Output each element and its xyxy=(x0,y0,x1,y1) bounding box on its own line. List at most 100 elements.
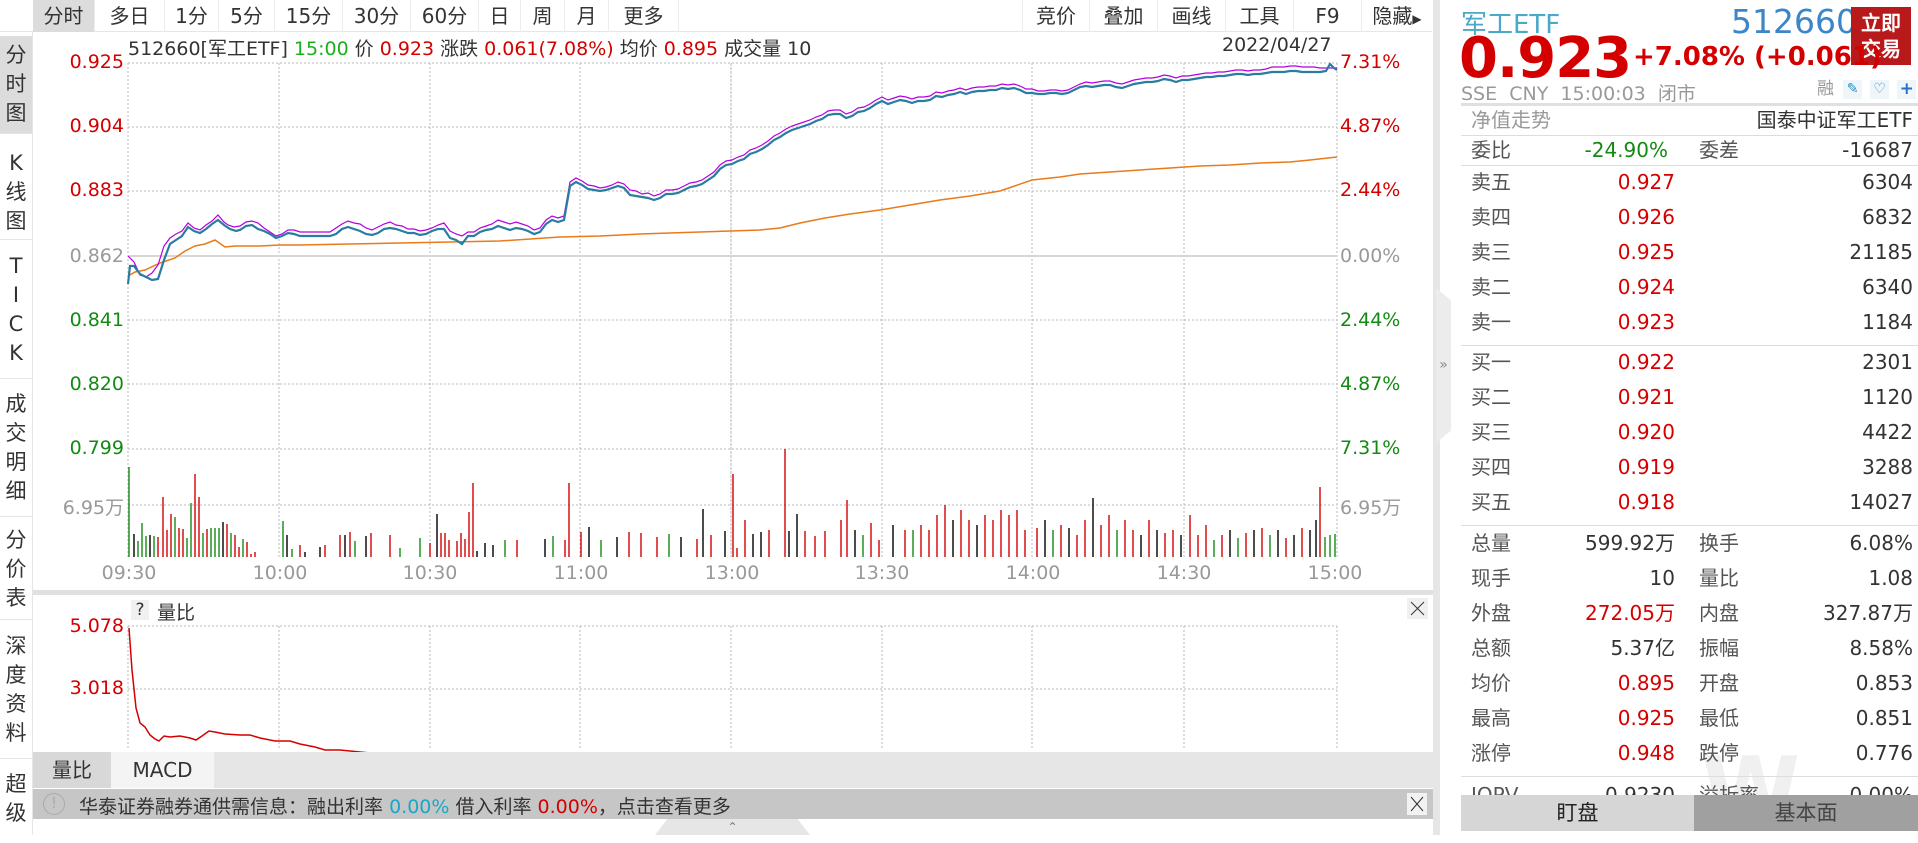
bid-row[interactable]: 买四 0.919 3288 xyxy=(1461,452,1913,482)
tab-macd[interactable]: MACD xyxy=(111,752,214,788)
close-infobar-button[interactable] xyxy=(1407,793,1427,815)
sidebar-item-trade-details[interactable]: 成 交 明 细 xyxy=(0,382,32,517)
change-value: 0.061(7.08%) xyxy=(484,38,614,60)
market-status: 闭市 xyxy=(1657,83,1696,105)
bid-price: 0.921 xyxy=(1617,385,1675,409)
ask-price: 0.926 xyxy=(1617,205,1675,229)
ask-volume: 21185 xyxy=(1849,240,1913,264)
tab-volume-ratio[interactable]: 量比 xyxy=(33,752,111,788)
stat-label: 开盘 xyxy=(1699,671,1739,695)
draw-line-button[interactable]: 画线 xyxy=(1158,0,1226,32)
security-name: 军工ETF xyxy=(1461,10,1561,40)
x-tick: 13:00 xyxy=(704,562,760,584)
borrow-rate: 0.00% xyxy=(537,796,598,818)
panel-splitter[interactable] xyxy=(33,590,1433,595)
tab-week[interactable]: 周 xyxy=(521,0,565,32)
margin-icon[interactable]: 融 xyxy=(1817,79,1834,99)
f9-button[interactable]: F9 xyxy=(1294,0,1362,32)
x-tick: 13:30 xyxy=(854,562,910,584)
market-meta: SSE CNY 15:00:03 闭市 xyxy=(1461,79,1696,106)
close-indicator-button[interactable] xyxy=(1407,598,1428,619)
stat-row: 最高 0.925 最低 0.851 xyxy=(1461,703,1913,733)
hide-button[interactable]: 隐藏▶ xyxy=(1362,0,1432,32)
collapse-right-panel-button[interactable]: » xyxy=(1436,288,1451,443)
bid-row[interactable]: 买三 0.920 4422 xyxy=(1461,417,1913,447)
tools-button[interactable]: 工具 xyxy=(1226,0,1294,32)
stat-value: 8.58% xyxy=(1849,636,1913,660)
bid-row[interactable]: 买一 0.922 2301 xyxy=(1461,347,1913,377)
bid-label: 买五 xyxy=(1471,490,1511,514)
info-mid: 借入利率 xyxy=(455,796,532,818)
quote-timestamp: 15:00:03 xyxy=(1560,83,1646,105)
ask-row[interactable]: 卖一 0.923 1184 xyxy=(1461,307,1913,337)
bid-row[interactable]: 买五 0.918 14027 xyxy=(1461,487,1913,517)
indicator-tabs: 量比 MACD xyxy=(33,752,1433,788)
margin-info-link[interactable]: 华泰证券融券通供需信息：融出利率 0.00% 借入利率 0.00%，点击查看更多 xyxy=(79,792,731,819)
stat-value: 0.00% xyxy=(1849,783,1913,795)
ask-volume: 6340 xyxy=(1862,275,1913,299)
plus-icon[interactable]: + xyxy=(1897,80,1917,99)
auction-button[interactable]: 竞价 xyxy=(1022,0,1090,32)
stat-row: 涨停 0.948 跌停 0.776 xyxy=(1461,738,1913,768)
stat-value: 0.948 xyxy=(1617,741,1675,765)
tab-intraday[interactable]: 分时 xyxy=(33,0,95,32)
ask-label: 卖三 xyxy=(1471,240,1511,264)
overlay-button[interactable]: 叠加 xyxy=(1090,0,1158,32)
info-icon: ! xyxy=(43,793,65,815)
tab-more[interactable]: 更多 xyxy=(609,0,679,32)
divider xyxy=(1461,165,1918,166)
price-label: 价 xyxy=(354,38,374,60)
trade-now-button[interactable]: 立即 交易 xyxy=(1851,7,1911,65)
tab-day[interactable]: 日 xyxy=(479,0,521,32)
tab-watch[interactable]: 盯盘 xyxy=(1461,795,1694,831)
period-toolbar: 分时 多日 1分 5分 15分 30分 60分 日 周 月 更多 竞价 叠加 画… xyxy=(0,0,1432,32)
tab-1min[interactable]: 1分 xyxy=(165,0,219,32)
order-ratio-row: 委比 -24.90% 委差 -16687 xyxy=(1461,135,1913,165)
tab-15min[interactable]: 15分 xyxy=(275,0,343,32)
sidebar-item-intraday-chart[interactable]: 分 时 图 xyxy=(0,36,32,134)
bid-volume: 4422 xyxy=(1862,420,1913,444)
bid-row[interactable]: 买二 0.921 1120 xyxy=(1461,382,1913,412)
vr-y-tick: 3.018 xyxy=(69,677,124,699)
ask-row[interactable]: 卖四 0.926 6832 xyxy=(1461,202,1913,232)
expand-up-button[interactable]: ⌃ xyxy=(655,819,810,835)
nav-trend-link[interactable]: 净值走势 xyxy=(1471,108,1551,132)
help-button[interactable]: ? xyxy=(131,600,149,620)
iopv-line xyxy=(127,65,1337,278)
tab-60min[interactable]: 60分 xyxy=(411,0,479,32)
y-tick-left: 0.799 xyxy=(69,437,124,459)
sidebar-item-deep-data[interactable]: 深 度 资 料 xyxy=(0,624,32,759)
double-chevron-right-icon: » xyxy=(1439,357,1448,373)
ask-price: 0.923 xyxy=(1617,310,1675,334)
divider xyxy=(1461,525,1918,526)
ask-row[interactable]: 卖三 0.925 21185 xyxy=(1461,237,1913,267)
bid-price: 0.920 xyxy=(1617,420,1675,444)
tab-5min[interactable]: 5分 xyxy=(219,0,275,32)
tab-multi-day[interactable]: 多日 xyxy=(95,0,165,32)
tab-fundamentals[interactable]: 基本面 xyxy=(1694,795,1918,831)
stat-label: 现手 xyxy=(1471,566,1511,590)
volume-ratio-chart[interactable] xyxy=(0,590,1440,755)
pencil-icon[interactable]: ✎ xyxy=(1843,80,1863,99)
stat-label: 量比 xyxy=(1699,566,1739,590)
avg-value: 0.895 xyxy=(663,38,719,60)
divider xyxy=(1461,103,1918,106)
nav-row[interactable]: 净值走势 国泰中证军工ETF xyxy=(1461,105,1913,135)
sidebar-item-kline-chart[interactable]: K 线 图 xyxy=(0,142,32,240)
stat-row: 总量 599.92万 换手 6.08% xyxy=(1461,528,1913,558)
sidebar-item-tick[interactable]: T I C K xyxy=(0,244,32,379)
y-tick-right: 4.87% xyxy=(1340,115,1401,137)
tab-30min[interactable]: 30分 xyxy=(343,0,411,32)
margin-info-bar: ! 华泰证券融券通供需信息：融出利率 0.00% 借入利率 0.00%，点击查看… xyxy=(33,789,1433,819)
ask-row[interactable]: 卖五 0.927 6304 xyxy=(1461,167,1913,197)
y-tick-left: 0.883 xyxy=(69,179,124,201)
intraday-price-chart[interactable] xyxy=(0,0,1440,590)
order-diff-label: 委差 xyxy=(1699,138,1739,162)
ask-row[interactable]: 卖二 0.924 6340 xyxy=(1461,272,1913,302)
exchange: SSE xyxy=(1461,83,1498,105)
bell-icon[interactable]: ♡ xyxy=(1870,80,1890,99)
sidebar-item-price-table[interactable]: 分 价 表 xyxy=(0,520,32,620)
tab-month[interactable]: 月 xyxy=(565,0,609,32)
sidebar-item-super[interactable]: 超 级 xyxy=(5,772,27,825)
bid-label: 买三 xyxy=(1471,420,1511,444)
